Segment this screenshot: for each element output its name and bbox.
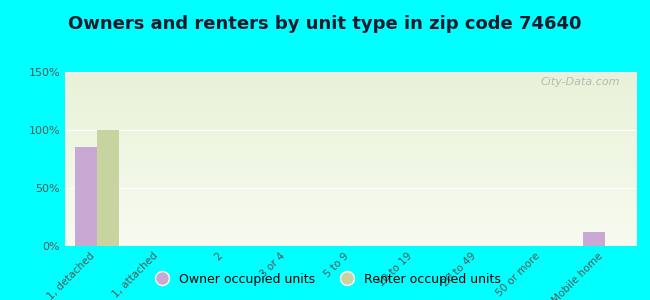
Bar [75,147,97,246]
Text: Owners and renters by unit type in zip code 74640: Owners and renters by unit type in zip c… [68,15,582,33]
Legend: Owner occupied units, Renter occupied units: Owner occupied units, Renter occupied un… [144,268,506,291]
Bar [583,232,605,246]
Bar [97,130,119,246]
Text: City-Data.com: City-Data.com [540,77,620,87]
